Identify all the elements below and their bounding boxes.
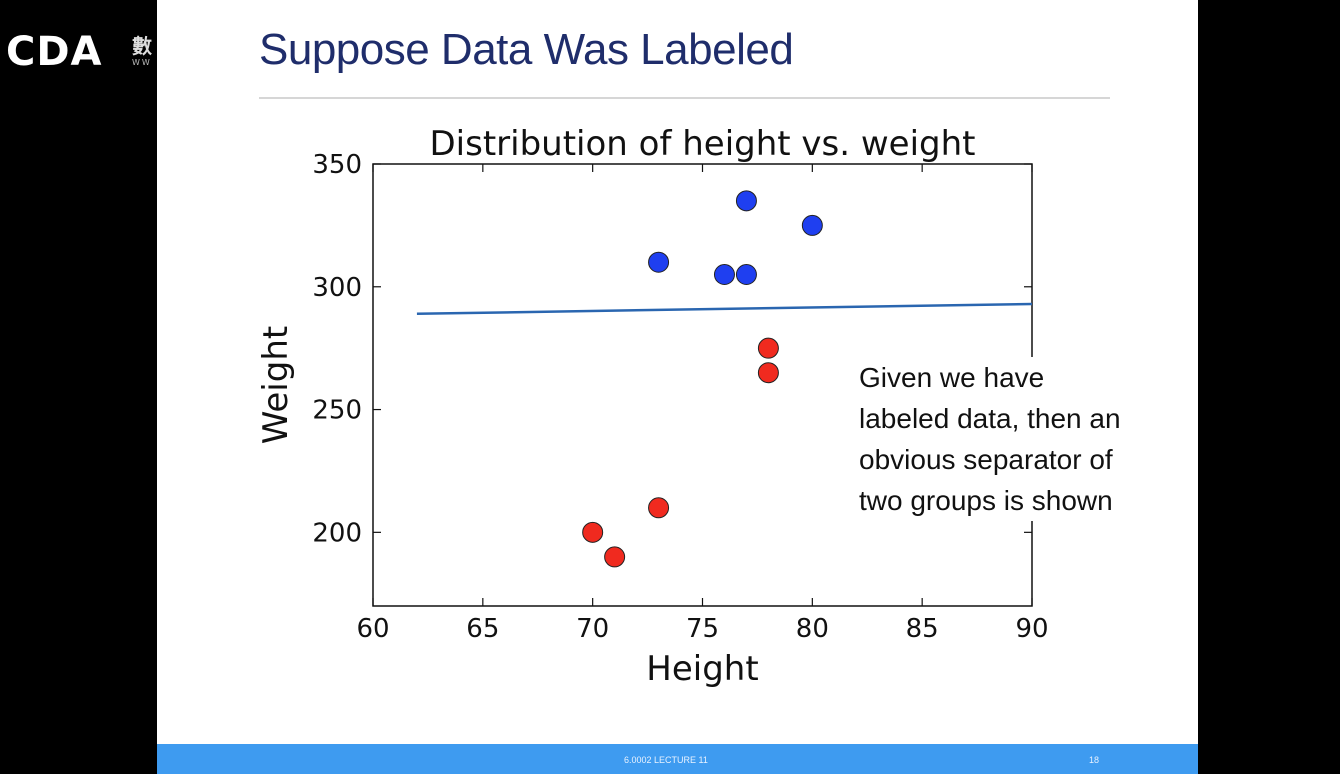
y-tick-label: 300 [312, 273, 362, 303]
x-tick-label: 75 [686, 614, 719, 644]
slide-title: Suppose Data Was Labeled [259, 25, 794, 74]
logo-character: 數 [132, 34, 152, 58]
logo-url: WW [132, 58, 152, 67]
data-point [735, 264, 757, 285]
x-axis-label: Height [646, 649, 758, 689]
data-point [757, 337, 779, 359]
annotation-line: labeled data, then an [859, 403, 1121, 434]
data-point [801, 214, 823, 236]
x-tick-label: 80 [796, 614, 829, 644]
y-tick-label: 350 [312, 150, 362, 180]
x-tick-label: 70 [576, 614, 609, 644]
data-point [648, 251, 670, 273]
y-tick-label: 250 [312, 396, 362, 426]
slide-footer: 6.0002 LECTURE 11 18 [157, 744, 1198, 774]
annotation-line: Given we have [859, 362, 1045, 393]
data-point [735, 190, 757, 212]
slide: Suppose Data Was Labeled Distribution of… [157, 0, 1198, 774]
x-tick-label: 90 [1015, 614, 1048, 644]
footer-label: 6.0002 LECTURE 11 [624, 755, 708, 765]
x-tick-label: 60 [356, 614, 389, 644]
scatter-chart: Distribution of height vs. weight 60 65 70 7… [256, 124, 1049, 689]
data-point [604, 546, 626, 568]
data-point [757, 362, 779, 384]
chart-title: Distribution of height vs. weight [429, 124, 975, 164]
annotation-line: obvious separator of [859, 444, 1113, 475]
data-point [648, 497, 670, 519]
x-tick-label: 85 [906, 614, 939, 644]
annotation-text: Given we have labeled data, then an obvi… [859, 357, 1179, 521]
annotation-line: two groups is shown [859, 485, 1113, 516]
y-axis-label: Weight [256, 326, 296, 444]
x-tick-label: 65 [466, 614, 499, 644]
data-point [713, 264, 735, 285]
title-divider [259, 97, 1110, 99]
cda-logo: CDA [6, 29, 103, 75]
y-tick-label: 200 [312, 518, 362, 548]
data-point [582, 521, 604, 543]
page-number: 18 [1089, 755, 1100, 765]
separator-line [416, 302, 1033, 316]
